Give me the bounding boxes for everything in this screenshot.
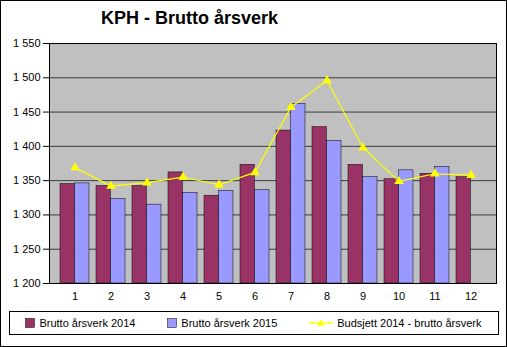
svg-text:8: 8 [324,290,330,302]
svg-text:1 550: 1 550 [13,37,41,49]
svg-text:1 450: 1 450 [13,106,41,118]
svg-text:1 500: 1 500 [13,71,41,83]
svg-text:1 200: 1 200 [13,277,41,289]
html-text:Budsjett 2014 - brutto årsverk: Budsjett 2014 - brutto årsverk [337,317,482,329]
svg-text:9: 9 [360,290,366,302]
html-text:Brutto årsverk 2015: Brutto årsverk 2015 [181,317,278,329]
svg-text:1 350: 1 350 [13,174,41,186]
svg-text:1 400: 1 400 [13,140,41,152]
svg-text:5: 5 [216,290,222,302]
svg-text:7: 7 [288,290,294,302]
html-text:KPH - Brutto årsverk: KPH - Brutto årsverk [101,8,278,28]
svg-text:1 250: 1 250 [13,243,41,255]
svg-text:11: 11 [429,290,440,302]
svg-text:12: 12 [465,290,477,302]
html-text:Brutto årsverk 2014: Brutto årsverk 2014 [39,317,136,329]
svg-text:10: 10 [393,290,405,302]
svg-text:4: 4 [180,290,186,302]
svg-text:1: 1 [72,290,78,302]
svg-text:1 300: 1 300 [13,208,41,220]
svg-text:2: 2 [108,290,114,302]
svg-text:3: 3 [144,290,150,302]
svg-text:6: 6 [252,290,258,302]
